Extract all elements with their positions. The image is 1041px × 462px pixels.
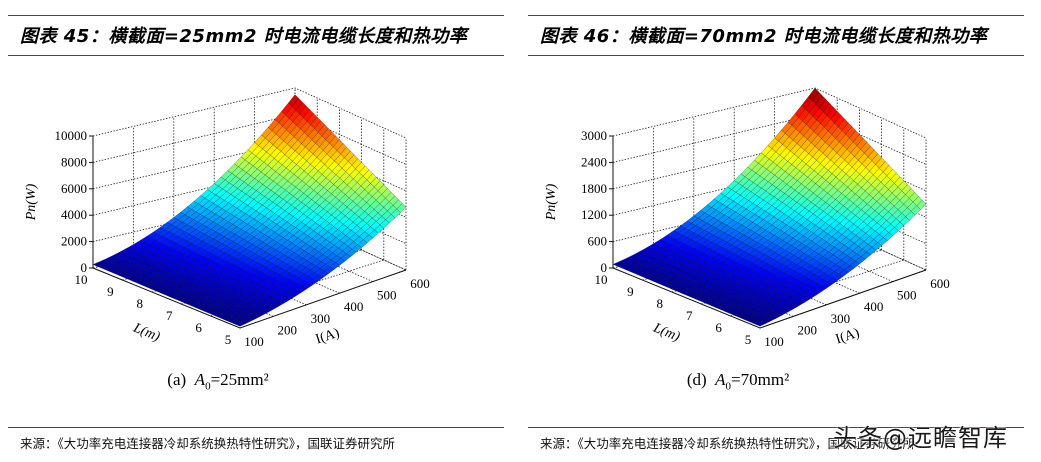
source-rule — [8, 427, 504, 428]
svg-text:200: 200 — [277, 322, 297, 337]
title-rule — [528, 55, 1024, 56]
svg-text:8: 8 — [657, 296, 664, 311]
source-note: 来源：《大功率充电连接器冷却系统换热特性研究》，国联证券研究所 — [20, 436, 396, 451]
surface-plot-25mm2: 0 2000 4000 6000 8000 10000 5 6 7 8 9 10 100 200 300 40… — [8, 70, 508, 360]
figure-46-panel: 图表 46：横截面=70mm2 时电流电缆长度和热功率 0 600 1200 1800… — [528, 0, 1028, 462]
caption-prefix: (a) — [167, 370, 187, 389]
svg-text:9: 9 — [627, 284, 634, 299]
caption-prefix: (d) — [686, 370, 707, 389]
figure-title: 图表 46：横截面=70mm2 时电流电缆长度和热功率 — [540, 26, 988, 47]
caption-sub: 0 — [205, 380, 211, 393]
svg-text:200: 200 — [797, 322, 817, 337]
top-rule — [528, 15, 1024, 16]
svg-text:100: 100 — [244, 334, 264, 349]
caption-value: =25mm² — [210, 370, 269, 389]
svg-text:400: 400 — [344, 299, 364, 314]
svg-text:7: 7 — [166, 308, 173, 323]
svg-text:100: 100 — [764, 334, 784, 349]
svg-text:600: 600 — [588, 234, 608, 249]
svg-text:300: 300 — [311, 311, 331, 326]
svg-text:2400: 2400 — [581, 154, 607, 169]
watermark: 头条@远瞻智库 — [833, 424, 1008, 452]
figure-45-panel: 图表 45：横截面=25mm2 时电流电缆长度和热功率 0 2000 4000 600… — [8, 0, 508, 462]
title-rule — [8, 55, 504, 56]
source-rule — [528, 427, 1024, 428]
svg-text:500: 500 — [897, 288, 917, 303]
svg-text:5: 5 — [225, 332, 232, 347]
svg-text:0: 0 — [81, 260, 88, 275]
svg-text:1200: 1200 — [581, 207, 607, 222]
svg-text:600: 600 — [410, 276, 430, 291]
svg-text:4000: 4000 — [61, 207, 87, 222]
svg-text:6: 6 — [715, 320, 722, 335]
svg-text:10: 10 — [75, 272, 88, 287]
svg-text:10: 10 — [595, 272, 608, 287]
figure-caption: (d) A0=70mm² — [528, 370, 948, 392]
figure-caption: (a) A0=25mm² — [8, 370, 428, 392]
svg-text:5: 5 — [745, 332, 752, 347]
caption-var: A — [715, 370, 726, 389]
svg-text:Pn(W): Pn(W) — [544, 183, 559, 221]
svg-text:L(m): L(m) — [130, 320, 162, 345]
svg-text:I(A): I(A) — [314, 326, 342, 348]
svg-text:300: 300 — [831, 311, 851, 326]
svg-text:600: 600 — [930, 276, 950, 291]
figure-title: 图表 45：横截面=25mm2 时电流电缆长度和热功率 — [20, 26, 468, 47]
svg-text:9: 9 — [107, 284, 114, 299]
svg-text:6000: 6000 — [61, 181, 87, 196]
svg-text:6: 6 — [195, 320, 202, 335]
svg-text:1800: 1800 — [581, 181, 607, 196]
top-rule — [8, 15, 504, 16]
caption-var: A — [194, 370, 206, 389]
source-note: 来源：《大功率充电连接器冷却系统换热特性研究》，国联证券研究所 — [540, 436, 916, 451]
svg-text:7: 7 — [686, 308, 693, 323]
svg-text:I(A): I(A) — [834, 326, 862, 348]
svg-text:2000: 2000 — [61, 234, 87, 249]
svg-text:0: 0 — [601, 260, 608, 275]
svg-text:Pn(W): Pn(W) — [24, 183, 39, 221]
svg-text:500: 500 — [377, 288, 397, 303]
svg-text:8000: 8000 — [61, 154, 87, 169]
svg-text:3000: 3000 — [581, 128, 607, 143]
svg-text:10000: 10000 — [55, 128, 88, 143]
surface-plot-70mm2: 0 600 1200 1800 2400 3000 5 6 7 8 9 10 100 200 300 400 5… — [528, 70, 1028, 360]
svg-text:L(m): L(m) — [650, 320, 682, 345]
svg-text:8: 8 — [137, 296, 144, 311]
caption-value: =70mm² — [731, 370, 790, 389]
svg-text:400: 400 — [864, 299, 884, 314]
caption-sub: 0 — [725, 380, 732, 393]
